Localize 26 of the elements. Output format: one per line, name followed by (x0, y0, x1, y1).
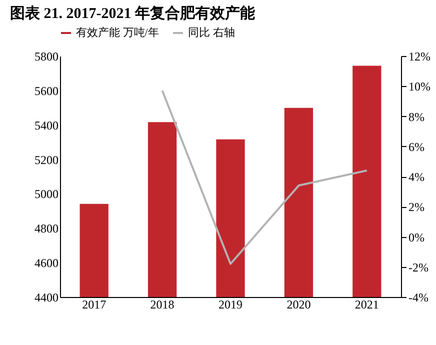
y2-tick-label: 0% (408, 230, 424, 244)
x-tick-label: 2019 (218, 298, 242, 312)
y2-tick-label: 6% (408, 140, 424, 154)
x-tick-label: 2020 (286, 298, 311, 312)
y2-tick-label: 10% (408, 80, 430, 94)
x-tick-label: 2018 (150, 298, 174, 312)
legend-label: 有效产能 万吨/年 (76, 26, 159, 39)
line-series (161, 90, 368, 265)
y-tick-label: 5600 (34, 84, 58, 98)
x-tick-label: 2017 (82, 298, 106, 312)
legend-label: 同比 右轴 (188, 26, 235, 39)
y-tick-label: 4800 (34, 222, 58, 236)
x-tick-label: 2021 (354, 298, 379, 312)
y2-tick-label: 8% (408, 110, 424, 124)
y-tick-label: 5800 (34, 50, 58, 64)
y2-tick-label: -4% (408, 290, 428, 304)
y2-tick-label: -2% (408, 260, 428, 274)
y-tick-label: 4400 (34, 290, 58, 304)
y-tick-label: 5000 (34, 187, 58, 202)
y2-tick-label: 12% (408, 50, 430, 64)
y2-tick-label: 4% (408, 170, 424, 184)
y-tick-label: 5400 (34, 118, 58, 132)
y-tick-label: 5200 (34, 152, 58, 167)
chart-title: 图表 21. 2017-2021 年复合肥有效产能 (10, 5, 256, 22)
y2-tick-label: 2% (408, 200, 424, 214)
y-tick-label: 4600 (34, 256, 58, 270)
